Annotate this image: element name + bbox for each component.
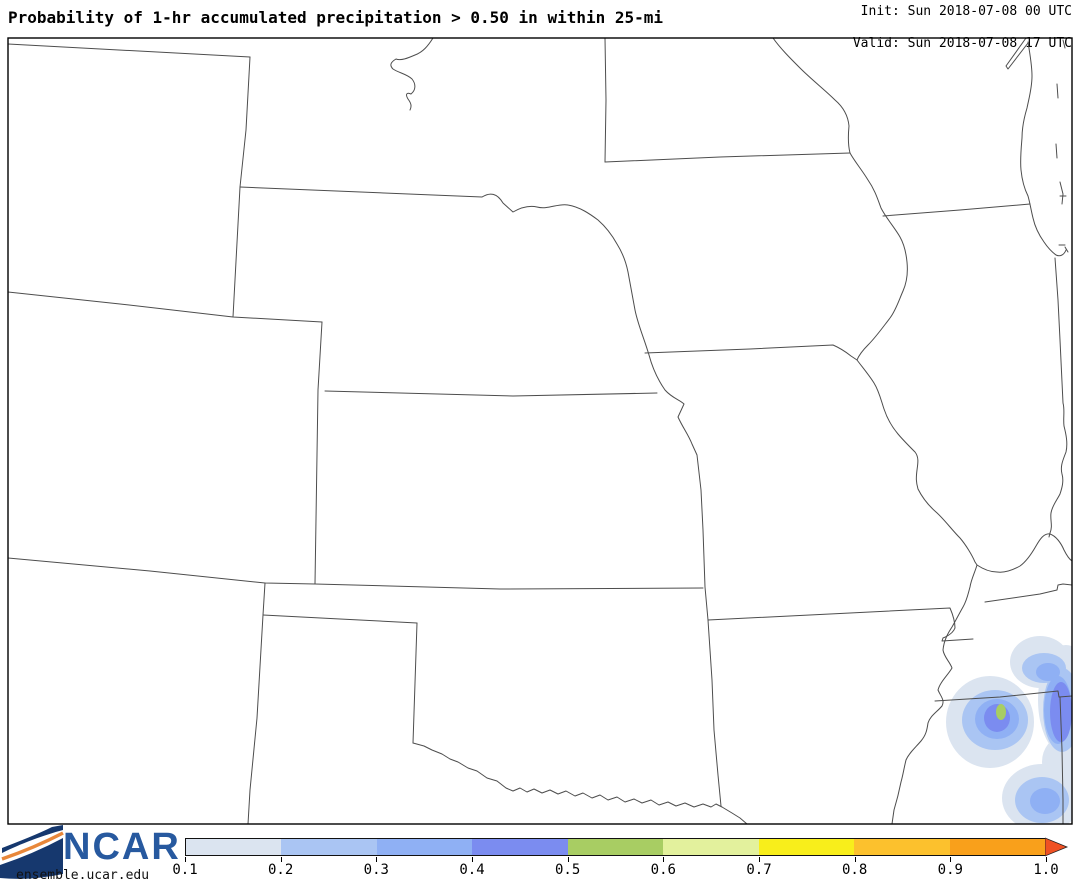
colorbar-segment-0 [186, 839, 282, 855]
colorbar-tick [185, 857, 186, 862]
logo-swoosh-top [2, 825, 63, 853]
border-mn-sd [604, 38, 607, 163]
border-ia-mo [644, 344, 858, 361]
colorbar-tick-label: 0.3 [363, 862, 389, 878]
colorbar-segment-6 [758, 839, 855, 855]
border-ok-panhandle-south [262, 614, 418, 624]
colorbar-tick-label: 0.6 [650, 862, 676, 878]
border-ne-ks [324, 390, 658, 397]
lake-michigan-west-shore [1020, 41, 1067, 257]
map-frame [7, 37, 1073, 825]
border-sd-ne [239, 186, 483, 198]
colorbar-tick [1046, 857, 1047, 862]
colorbar-tick [950, 857, 952, 862]
colorbar-segment-1 [281, 839, 377, 855]
colorbar-tick [472, 857, 473, 862]
colorbar-arrow [1045, 837, 1069, 857]
border-41n [8, 291, 323, 323]
missouri-river-border [481, 193, 709, 621]
border-mn-ia [604, 152, 851, 163]
border-nm-tx [247, 614, 264, 824]
ncar-logo [0, 825, 64, 879]
colorbar-tick [759, 857, 760, 862]
state-borders [8, 38, 1072, 824]
colorbar-segment-3 [472, 839, 568, 855]
run-times: Init: Sun 2018-07-08 00 UTC Valid: Sun 2… [837, 4, 1072, 52]
probability-contours [946, 636, 1072, 824]
mississippi-upper [772, 38, 851, 154]
border-ok-ar [707, 619, 722, 807]
missouri-river-sd [390, 38, 434, 111]
mississippi-iowa [849, 152, 908, 361]
colorbar-tick [376, 857, 378, 862]
colorbar-tick-label: 0.4 [459, 862, 485, 878]
page-title: Probability of 1-hr accumulated precipit… [8, 8, 664, 27]
colorbar-segment-5 [663, 839, 759, 855]
colorbar-tick-label: 1.0 [1033, 862, 1059, 878]
init-time: Init: Sun 2018-07-08 00 UTC [860, 4, 1072, 19]
lake-michigan-east-shore-dashes [1055, 39, 1069, 253]
colorbar-tick [567, 857, 569, 862]
ohio-river [976, 533, 1072, 573]
border-co-east [314, 321, 323, 585]
colorbar-tick-label: 0.5 [555, 862, 581, 878]
border-wy-east [232, 56, 251, 318]
mississippi-lower [856, 359, 978, 824]
colorbar-tick-label: 0.2 [268, 862, 294, 878]
colorbar-tick [854, 857, 856, 862]
colorbar-tick-label: 0.7 [746, 862, 772, 878]
border-ok-tx-100w [412, 622, 418, 744]
border-ms-al [1059, 696, 1064, 824]
colorbar-segment-8 [949, 839, 1045, 855]
colorbar-segment-7 [854, 839, 950, 855]
border-ky-tn [984, 583, 1072, 603]
border-tx-ar [721, 806, 748, 824]
colorbar [185, 838, 1046, 856]
colorbar-tick-label: 0.9 [937, 862, 963, 878]
website-url: ensemble.ucar.edu [16, 868, 150, 883]
border-mo-ar [707, 607, 974, 642]
logo-swoosh-orange [1, 831, 64, 861]
colorbar-segment-2 [376, 839, 473, 855]
valid-time: Valid: Sun 2018-07-08 17 UTC [852, 36, 1072, 51]
colorbar-tick-label: 0.1 [172, 862, 198, 878]
border-tn-ms [934, 690, 1072, 702]
border-wi-il [882, 203, 1031, 217]
logo-swoosh-main [0, 838, 63, 879]
lake-michigan-green-bay [1005, 38, 1029, 70]
colorbar-tick [663, 857, 665, 862]
colorbar-tick-label: 0.8 [842, 862, 868, 878]
colorbar-segment-4 [567, 839, 664, 855]
red-river [412, 742, 723, 808]
border-mt-wy [8, 43, 251, 58]
border-il-in [1048, 257, 1068, 538]
colorbar-tick [280, 857, 282, 862]
border-37n [8, 557, 704, 590]
border-nm-ok [262, 582, 266, 616]
contour-0.5 [996, 704, 1006, 720]
ncar-wordmark: NCAR [63, 826, 181, 868]
